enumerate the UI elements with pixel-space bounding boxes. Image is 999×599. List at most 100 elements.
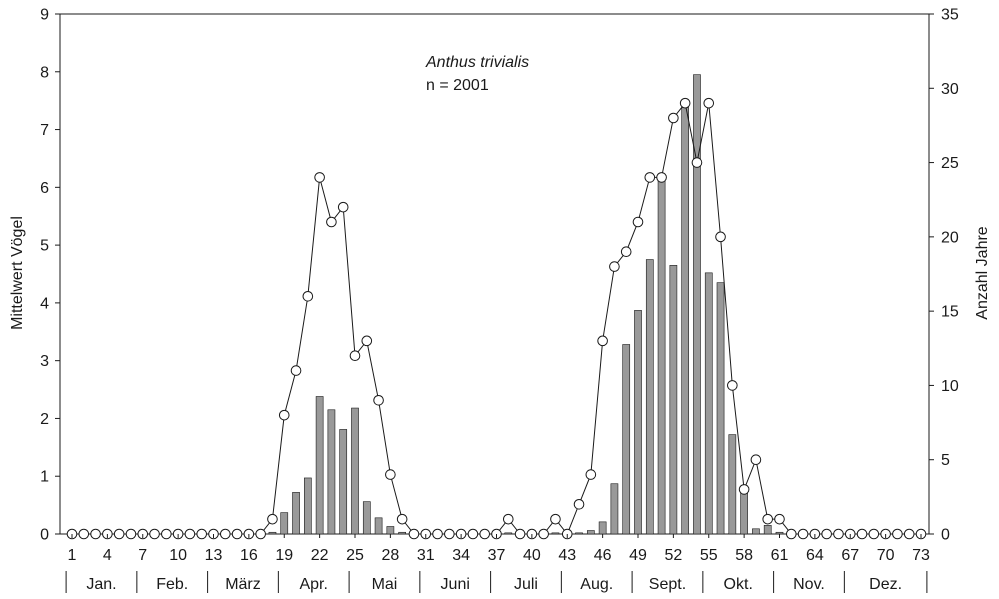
line-marker-week-24 xyxy=(337,201,349,213)
line-marker-week-61 xyxy=(774,513,785,525)
line-marker-week-23 xyxy=(326,216,337,228)
x-tick-label: 25 xyxy=(346,547,364,564)
bar-week-25 xyxy=(351,407,359,535)
line-marker-week-49 xyxy=(632,216,644,228)
bar-week-21 xyxy=(303,477,312,535)
line-marker-week-39 xyxy=(514,528,526,540)
x-tick-label: 19 xyxy=(275,547,293,564)
line-marker-week-72 xyxy=(903,528,915,540)
line-marker-week-15 xyxy=(231,528,243,540)
bar-week-55 xyxy=(704,272,713,535)
x-tick-label: 10 xyxy=(169,547,187,564)
line-marker-week-71 xyxy=(892,528,903,540)
bar-week-50 xyxy=(645,259,654,535)
line-marker-week-28 xyxy=(385,469,396,480)
y-right-tick-label: 10 xyxy=(941,378,959,395)
line-marker-week-32 xyxy=(432,528,443,540)
sample-size-label: n = 2001 xyxy=(426,77,489,94)
bar-week-48 xyxy=(622,344,631,535)
x-tick-label: 28 xyxy=(381,547,399,564)
y-right-tick-label: 0 xyxy=(941,527,950,544)
bar-week-27 xyxy=(374,517,383,535)
y-right-tick-label: 5 xyxy=(941,452,950,469)
bar-series xyxy=(268,74,784,535)
line-marker-week-47 xyxy=(609,261,620,272)
x-tick-label: 43 xyxy=(558,547,576,564)
month-label: Juli xyxy=(514,576,538,593)
bar-week-49 xyxy=(634,310,642,535)
y-left-tick-label: 9 xyxy=(40,7,49,24)
bar-week-59 xyxy=(752,528,760,535)
line-marker-week-69 xyxy=(868,528,880,540)
x-tick-label: 31 xyxy=(417,547,435,564)
line-marker-week-50 xyxy=(644,172,656,183)
line-marker-week-51 xyxy=(656,172,667,183)
bar-week-19 xyxy=(280,512,289,535)
line-marker-week-30 xyxy=(408,528,420,540)
line-marker-week-26 xyxy=(361,335,373,347)
bar-week-54 xyxy=(693,74,701,535)
y-left-tick-label: 7 xyxy=(40,122,49,139)
bar-week-29 xyxy=(398,531,407,535)
y-left-tick-label: 5 xyxy=(40,238,49,255)
x-tick-label: 49 xyxy=(629,547,647,564)
month-label: Jan. xyxy=(86,576,116,593)
y-left-tick-label: 8 xyxy=(40,64,49,81)
bar-week-60 xyxy=(763,525,772,535)
line-marker-week-12 xyxy=(196,528,208,540)
x-tick-label: 67 xyxy=(841,547,859,564)
y-right-axis-title: Anzahl Jahre xyxy=(974,226,991,319)
line-marker-week-17 xyxy=(255,528,266,540)
line-marker-week-27 xyxy=(373,394,384,406)
line-marker-week-52 xyxy=(668,112,679,124)
bar-week-46 xyxy=(598,521,607,535)
line-marker-week-68 xyxy=(856,528,868,540)
line-marker-week-33 xyxy=(444,528,455,540)
x-tick-label: 61 xyxy=(771,547,789,564)
x-tick-label: 16 xyxy=(240,547,258,564)
y-left-tick-label: 2 xyxy=(40,411,49,428)
bar-week-18 xyxy=(268,531,277,535)
line-marker-week-66 xyxy=(833,528,844,540)
month-label: Okt. xyxy=(724,576,753,593)
line-marker-week-19 xyxy=(278,409,290,421)
month-labels: Jan. Feb. März Apr. Mai Juni Juli Aug. Sept. Okt.… xyxy=(65,571,928,593)
bar-week-56 xyxy=(716,282,725,535)
y-left-axis-title: Mittelwert Vögel xyxy=(9,216,26,330)
line-marker-week-55 xyxy=(703,97,715,109)
month-label: März xyxy=(225,576,261,593)
x-tick-label: 1 xyxy=(68,547,77,564)
line-marker-week-3 xyxy=(90,528,101,540)
bar-week-38 xyxy=(504,532,513,535)
y-right-tick-label: 35 xyxy=(941,7,959,24)
bar-week-44 xyxy=(575,532,583,535)
x-tick-label: 46 xyxy=(594,547,612,564)
month-label: Sept. xyxy=(649,576,686,593)
x-tick-label: 37 xyxy=(488,547,506,564)
line-marker-week-42 xyxy=(550,513,561,525)
month-label: Aug. xyxy=(580,576,613,593)
plot-border xyxy=(59,13,930,535)
line-marker-week-45 xyxy=(585,469,597,480)
x-tick-label: 52 xyxy=(664,547,682,564)
bar-week-20 xyxy=(292,492,300,535)
y-left-tick-label: 6 xyxy=(40,180,49,197)
y-left-tick-label: 0 xyxy=(40,527,49,544)
line-marker-week-9 xyxy=(161,528,172,540)
line-marker-week-20 xyxy=(290,365,302,376)
line-marker-week-2 xyxy=(78,528,90,540)
line-marker-week-18 xyxy=(267,513,278,525)
bar-week-47 xyxy=(610,483,619,535)
line-marker-week-62 xyxy=(785,528,797,540)
line-marker-week-11 xyxy=(184,528,196,540)
x-tick-label: 73 xyxy=(912,547,930,564)
bar-week-28 xyxy=(386,526,395,535)
line-marker-week-36 xyxy=(479,528,491,540)
years-line xyxy=(72,101,921,535)
x-tick-label: 34 xyxy=(452,547,470,564)
bar-week-45 xyxy=(586,530,595,535)
bar-week-57 xyxy=(728,434,737,535)
line-marker-week-54 xyxy=(691,157,703,168)
